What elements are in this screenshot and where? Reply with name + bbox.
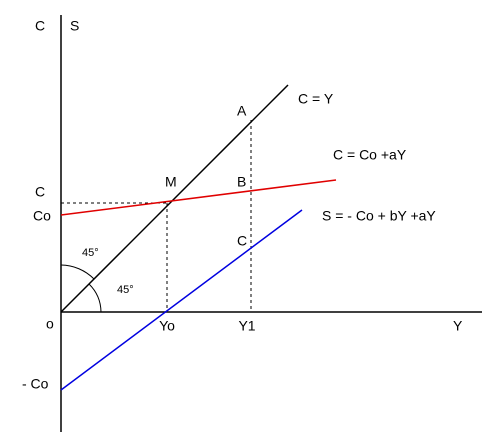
angle-arc [60,264,95,280]
consumption-line [60,179,337,216]
point-label: C [237,233,247,249]
line-c-equals-y [60,84,289,313]
y-marker: C [35,184,45,200]
angle-label: 45° [82,247,99,259]
line-label: S = - Co + bY +aY [322,208,436,224]
axis-label: Y [453,318,463,334]
axis-label: C [35,18,45,34]
origin-label: o [46,316,54,332]
point-label: A [237,103,247,119]
saving-line [60,209,303,391]
angle-arc [88,283,102,313]
angle-label: 45° [117,284,134,296]
point-label: B [237,174,246,190]
axis-label: S [70,18,79,34]
y-marker: Co [33,208,51,224]
y-marker: - Co [22,376,49,392]
line-label: C = Co +aY [333,147,407,163]
line-label: C = Y [298,91,334,107]
x-marker: Yo [159,318,175,334]
point-label: M [165,174,177,190]
x-marker: Y1 [238,318,255,334]
